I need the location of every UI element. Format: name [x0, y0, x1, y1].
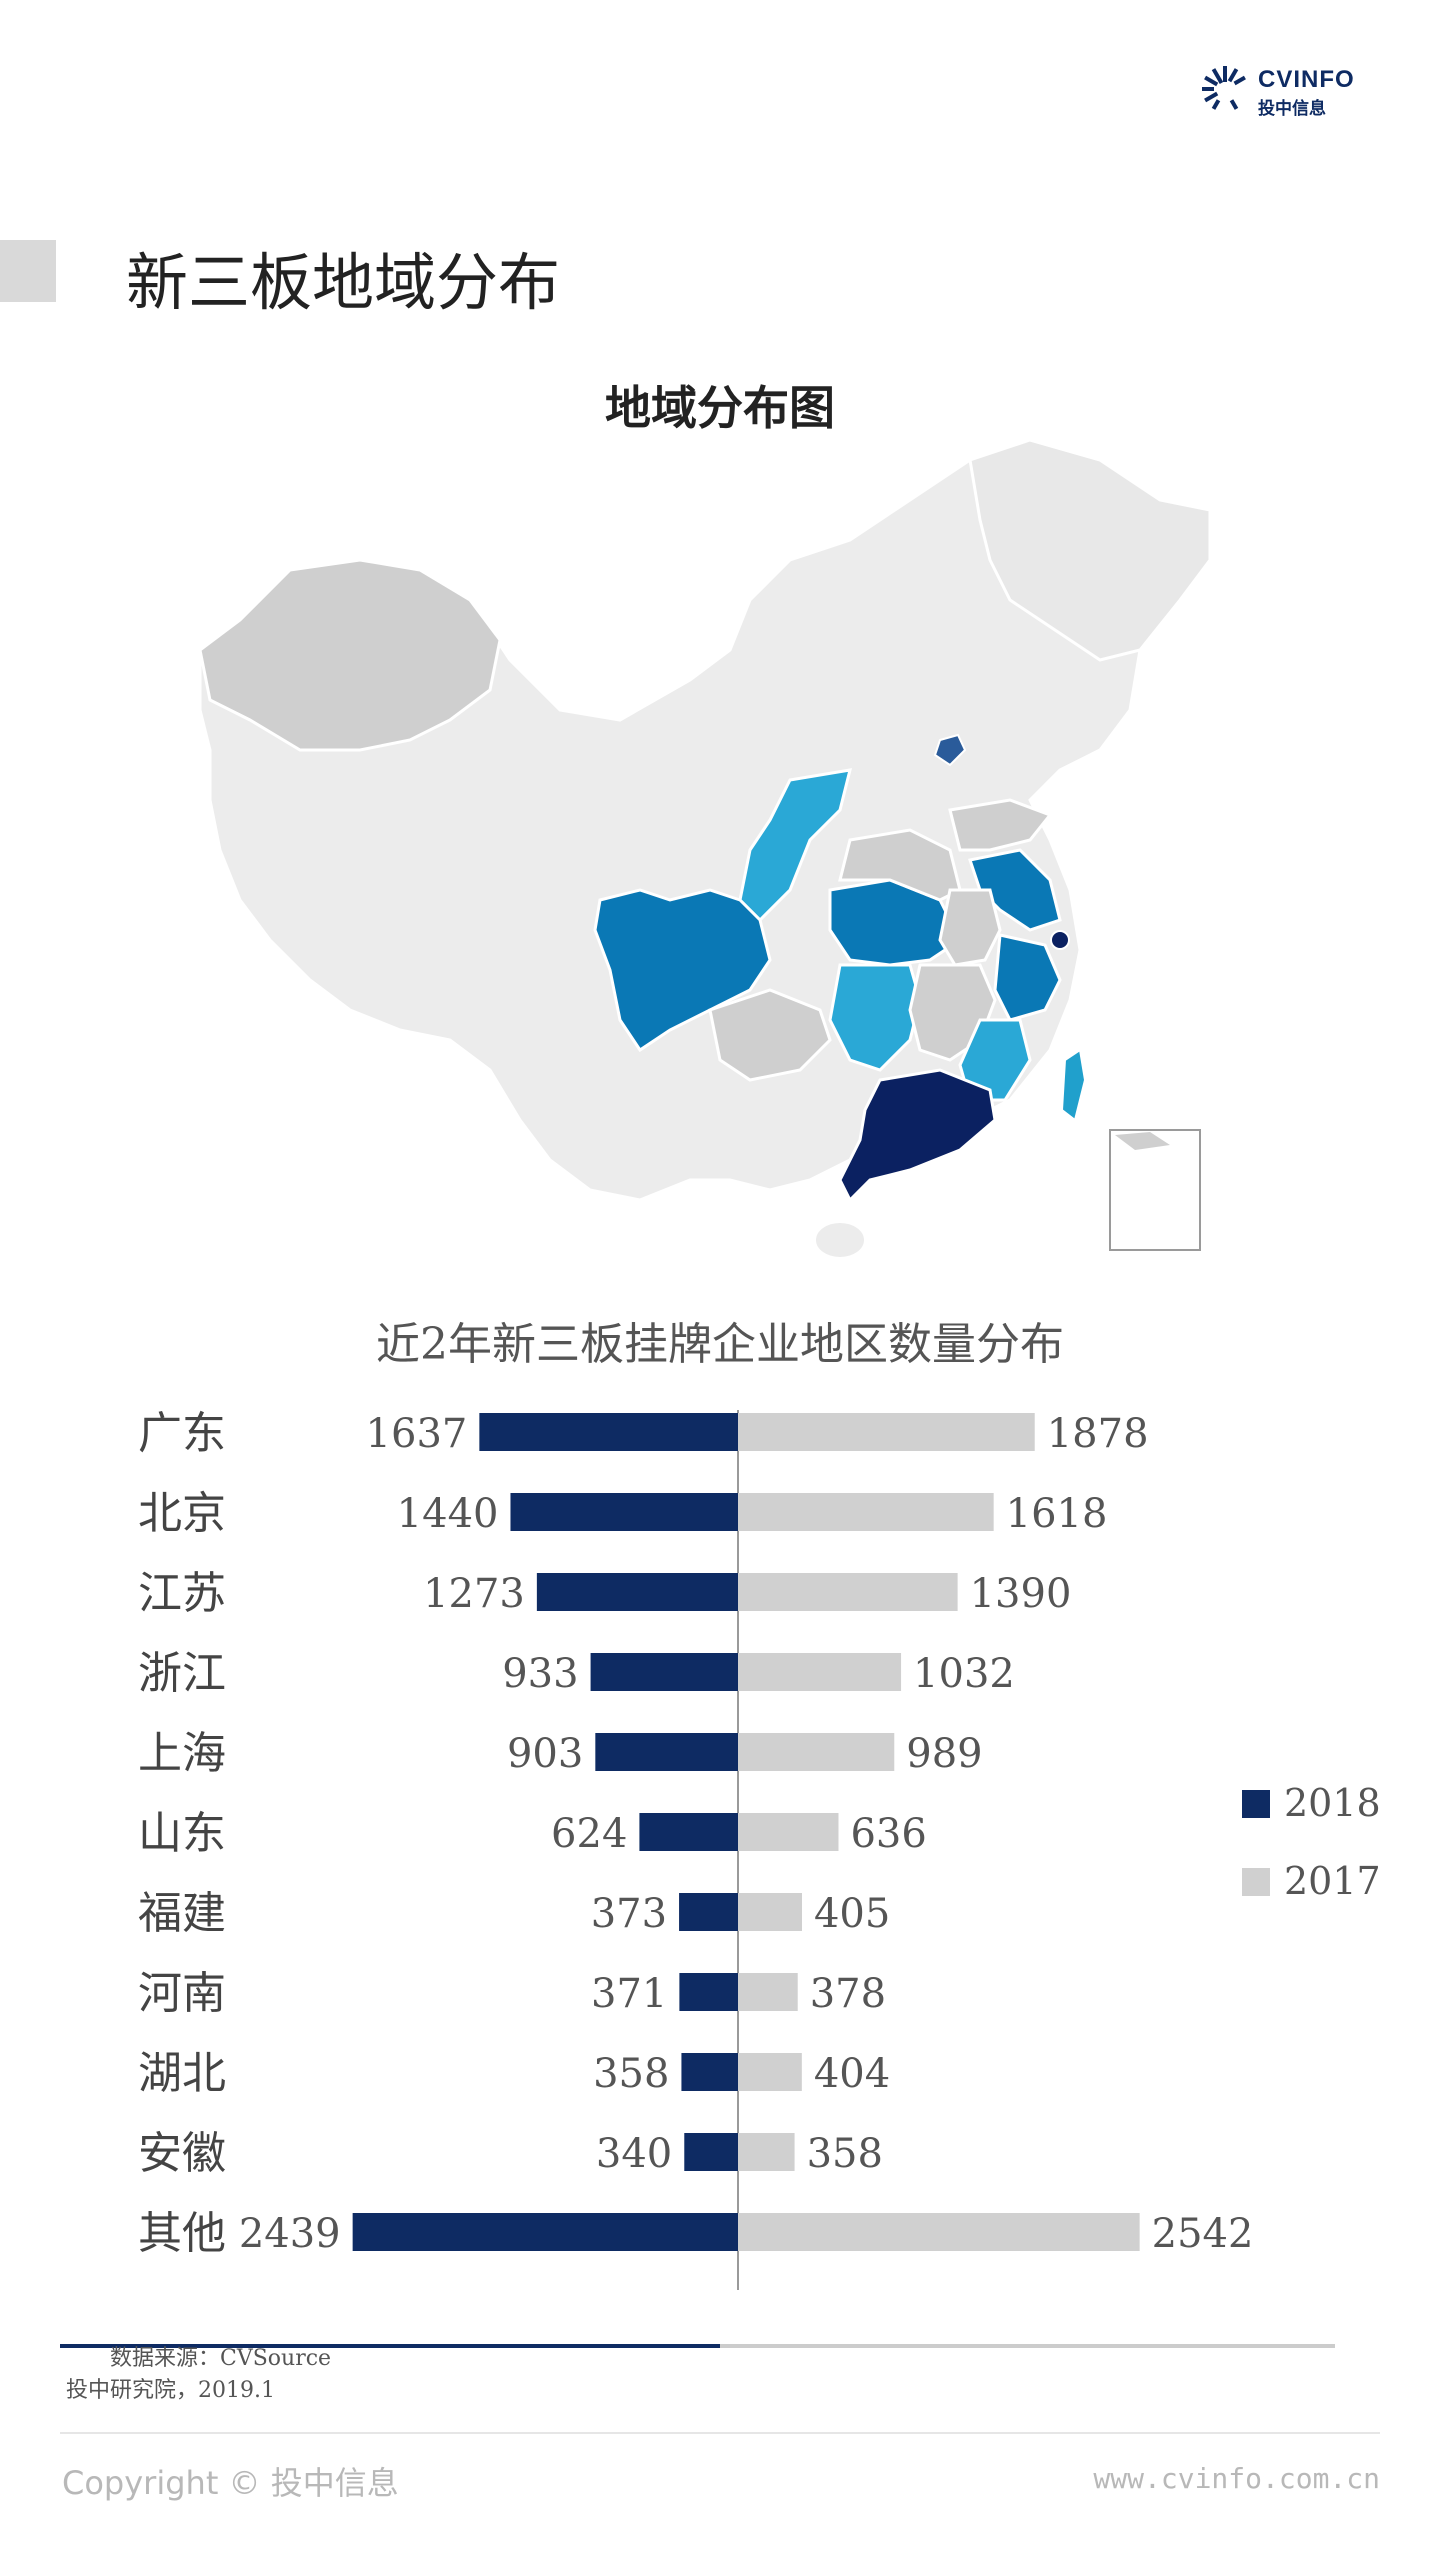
- category-label: 上海: [138, 1728, 226, 1779]
- map-region-guizhou: [708, 988, 832, 1082]
- bar-2018: [681, 2053, 738, 2091]
- website-link[interactable]: www.cvinfo.com.cn: [1093, 2462, 1380, 2495]
- bar-2017: [738, 1413, 1035, 1451]
- bar-chart: 广东 1637 1878 北京 1440 1618 江苏 1273 1390 浙江 933 1032 上…: [138, 1408, 1381, 2290]
- bar-2017: [738, 1893, 802, 1931]
- bar-2018: [679, 1893, 738, 1931]
- value-label-2017: 404: [814, 2051, 890, 2097]
- bar-2017: [738, 1653, 902, 1691]
- china-map: [198, 438, 1212, 1259]
- value-label-2018: 933: [502, 1651, 578, 1697]
- category-label: 湖北: [138, 2048, 226, 2099]
- footer-divider: [60, 2432, 1380, 2434]
- value-label-2017: 1390: [970, 1571, 1072, 1617]
- map-title: 地域分布图: [605, 381, 835, 435]
- brand-name-cn: 投中信息: [1258, 99, 1326, 119]
- map-region-xinjiang: [198, 558, 502, 752]
- bar-2018: [684, 2133, 738, 2171]
- value-label-2018: 624: [551, 1811, 627, 1857]
- value-label-2018: 2439: [239, 2211, 341, 2257]
- value-label-2018: 373: [591, 1891, 667, 1937]
- map-region-hainan: [814, 1221, 866, 1259]
- map-inset-coast: [1115, 1132, 1170, 1150]
- map-region-anhui: [938, 888, 1002, 967]
- map-region-sichuan: [593, 888, 772, 1053]
- map-region-shaanxi: [738, 768, 853, 923]
- map-region-taiwan: [1060, 1048, 1087, 1122]
- map-region-shandong: [948, 798, 1053, 852]
- map-inset-box: [1109, 1129, 1201, 1251]
- map-region-zhejiang: [993, 933, 1062, 1022]
- value-label-2017: 989: [906, 1731, 982, 1777]
- bar-2018: [679, 1973, 738, 2011]
- bar-2017: [738, 2133, 795, 2171]
- value-label-2017: 405: [814, 1891, 890, 1937]
- value-label-2018: 358: [593, 2051, 669, 2097]
- section-marker: [0, 240, 56, 302]
- bar-2017: [738, 1573, 958, 1611]
- map-region-fujian: [958, 1018, 1032, 1102]
- section-title: 新三板地域分布: [126, 246, 561, 319]
- value-label-2018: 340: [596, 2131, 672, 2177]
- chart-title: 近2年新三板挂牌企业地区数量分布: [376, 1319, 1064, 1370]
- bar-2017: [738, 2213, 1140, 2251]
- value-label-2017: 378: [810, 1971, 886, 2017]
- category-label: 北京: [138, 1488, 226, 1539]
- category-label: 山东: [138, 1808, 226, 1859]
- map-region-shanghai: [1050, 930, 1070, 950]
- bar-2017: [738, 1813, 839, 1851]
- category-label: 广东: [138, 1408, 226, 1459]
- progress-bar-dark: [60, 2344, 720, 2348]
- bar-2018: [479, 1413, 738, 1451]
- source-line-2: 投中研究院，2019.1: [66, 2378, 275, 2403]
- value-label-2018: 1273: [423, 1571, 525, 1617]
- bar-2018: [352, 2213, 738, 2251]
- value-label-2018: 903: [507, 1731, 583, 1777]
- map-region-hunan: [828, 963, 922, 1072]
- category-label: 浙江: [138, 1648, 226, 1699]
- legend-label-2017: 2017: [1284, 1859, 1381, 1903]
- bar-2018: [595, 1733, 738, 1771]
- category-label: 安徽: [138, 2128, 226, 2179]
- category-label: 福建: [138, 1888, 226, 1939]
- progress-bar-light: [720, 2344, 1335, 2348]
- value-label-2017: 358: [807, 2131, 883, 2177]
- bar-2017: [738, 1973, 798, 2011]
- value-label-2017: 2542: [1152, 2211, 1254, 2257]
- map-region-beijing: [933, 733, 967, 767]
- map-region-guangdong: [838, 1068, 997, 1203]
- value-label-2017: 1032: [913, 1651, 1015, 1697]
- bar-2017: [738, 2053, 802, 2091]
- bar-2018: [536, 1573, 738, 1611]
- bar-2017: [738, 1493, 994, 1531]
- copyright-text: Copyright © 投中信息: [62, 2464, 399, 2502]
- value-label-2018: 1637: [366, 1411, 468, 1457]
- bar-2018: [510, 1493, 738, 1531]
- category-label: 河南: [138, 1968, 226, 2019]
- brand-mark-icon: [1202, 66, 1246, 110]
- brand-name-en: CVINFO: [1258, 66, 1355, 93]
- legend-swatch-2017: [1242, 1868, 1270, 1896]
- source-line-1: 数据来源：CVSource: [110, 2346, 332, 2371]
- legend-label-2018: 2018: [1284, 1781, 1381, 1825]
- brand-logo: CVINFO 投中信息: [1200, 62, 1360, 122]
- bar-2018: [590, 1653, 738, 1691]
- category-label: 江苏: [138, 1568, 226, 1619]
- value-label-2018: 1440: [397, 1491, 499, 1537]
- value-label-2018: 371: [591, 1971, 667, 2017]
- category-label: 其他: [138, 2208, 226, 2259]
- legend-swatch-2018: [1242, 1790, 1270, 1818]
- bar-2017: [738, 1733, 895, 1771]
- bar-2018: [639, 1813, 738, 1851]
- value-label-2017: 1618: [1006, 1491, 1108, 1537]
- value-label-2017: 636: [850, 1811, 926, 1857]
- map-region-northeast: [968, 438, 1212, 662]
- value-label-2017: 1878: [1047, 1411, 1149, 1457]
